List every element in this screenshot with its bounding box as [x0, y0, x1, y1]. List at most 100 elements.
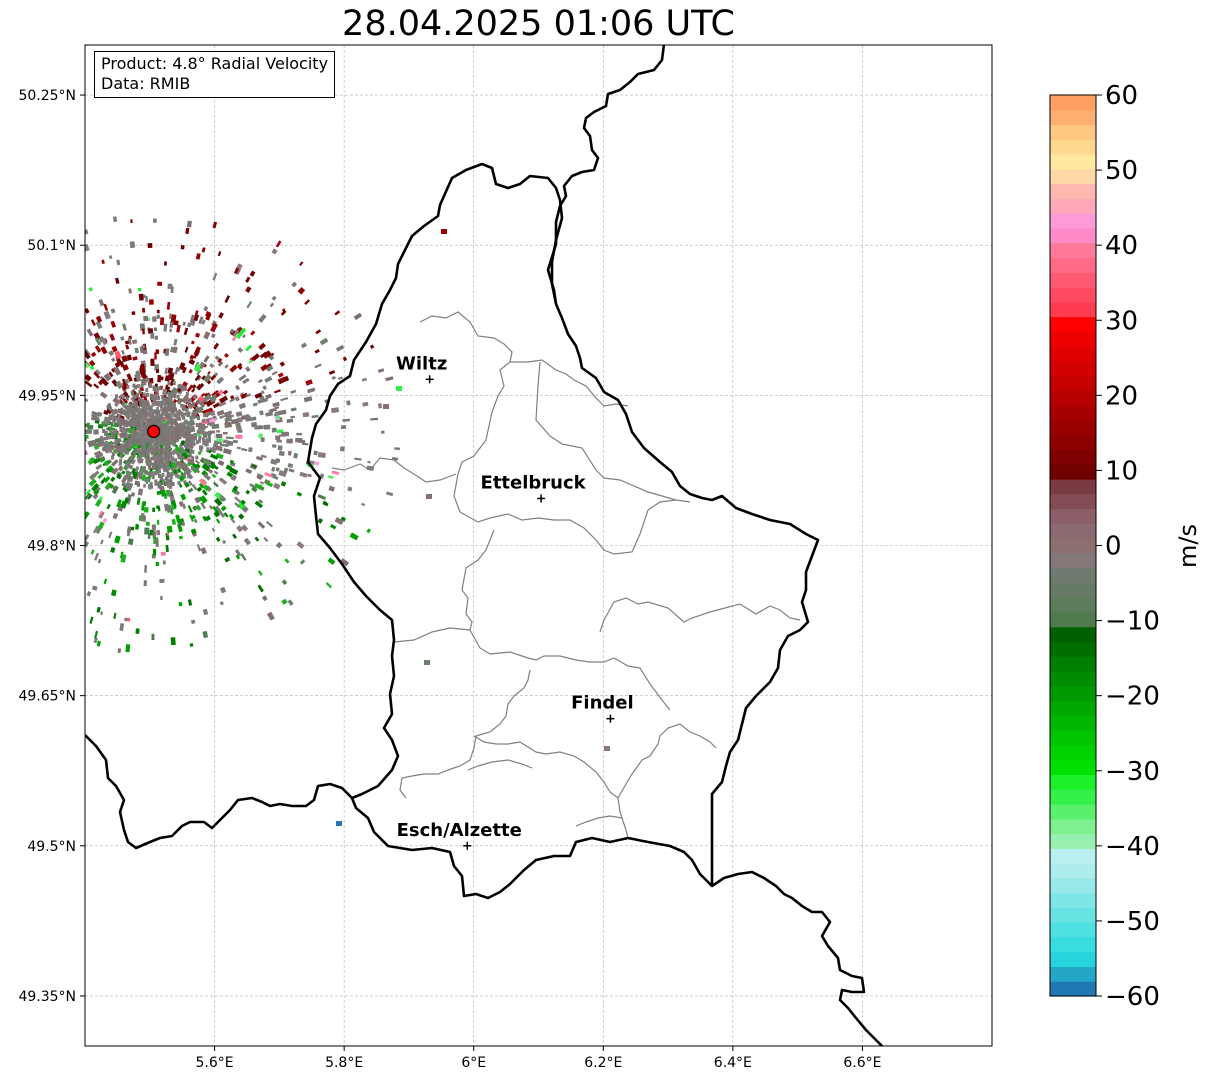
echo-pixel: [267, 611, 275, 621]
echo-pixel: [190, 514, 196, 520]
echo-pixel: [156, 419, 159, 424]
echo-pixel: [136, 384, 140, 389]
echo-pixel: [171, 518, 177, 526]
echo-pixel: [64, 426, 71, 431]
echo-pixel: [168, 437, 172, 442]
echo-pixel: [210, 410, 216, 417]
echo-pixel: [130, 403, 133, 408]
echo-pixel: [18, 463, 26, 468]
echo-pixel: [234, 396, 240, 402]
echo-pixel: [331, 375, 336, 380]
echo-pixel: [225, 436, 234, 440]
echo-pixel: [163, 503, 170, 512]
echo-pixel: [85, 374, 92, 382]
echo-pixel: [236, 364, 243, 370]
echo-pixel: [91, 585, 98, 591]
echo-pixel: [230, 476, 235, 481]
echo-pixel: [47, 561, 55, 569]
echo-pixel: [236, 446, 241, 450]
echo-pixel: [155, 349, 160, 354]
echo-pixel: [103, 578, 108, 585]
echo-pixel: [137, 488, 144, 496]
echo-pixel: [211, 527, 216, 532]
echo-pixel: [217, 389, 224, 396]
echo-pixel: [191, 401, 195, 406]
colorbar-cell: [1050, 715, 1096, 731]
echo-pixel: [193, 518, 198, 524]
echo-pixel: [184, 346, 189, 353]
echo-pixel: [95, 315, 103, 323]
echo-pixel: [303, 396, 313, 403]
echo-pixel: [142, 392, 146, 397]
echo-pixel: [155, 538, 159, 547]
echo-pixel: [280, 481, 287, 487]
echo-pixel: [2, 364, 10, 370]
echo-pixel: [194, 346, 201, 355]
echo-pixel: [200, 547, 207, 555]
echo-pixel: [46, 466, 50, 469]
colorbar-tick-label: −10: [1105, 607, 1160, 637]
echo-pixel: [127, 538, 134, 546]
echo-pixel: [240, 499, 245, 504]
echo-pixel: [275, 435, 281, 441]
echo-pixel: [108, 415, 112, 420]
colorbar-unit-label: m/s: [1174, 524, 1202, 568]
echo-pixel: [169, 491, 174, 497]
colorbar-tick-label: −30: [1105, 757, 1160, 787]
echo-pixel: [229, 459, 235, 464]
city-label: Ettelbruck: [481, 472, 587, 493]
echo-pixel: [246, 301, 253, 309]
echo-pixel: [52, 449, 59, 453]
echo-pixel: [222, 432, 228, 435]
echo-pixel: [327, 475, 334, 479]
echo-pixel: [159, 476, 163, 481]
echo-pixel: [148, 485, 152, 490]
echo-pixel: [94, 345, 102, 353]
echo-pixel: [34, 408, 42, 412]
echo-pixel: [90, 319, 96, 327]
echo-pixel: [58, 468, 64, 473]
echo-pixel: [112, 435, 115, 439]
echo-pixel: [182, 415, 186, 420]
echo-pixel: [441, 229, 447, 234]
echo-pixel: [207, 432, 211, 437]
echo-pixel: [144, 416, 148, 421]
echo-pixel: [102, 517, 108, 523]
echo-pixel: [31, 477, 39, 484]
echo-pixel: [259, 410, 264, 416]
echo-pixel: [271, 248, 278, 255]
echo-pixel: [184, 482, 190, 488]
echo-pixel: [94, 337, 102, 346]
echo-pixel: [121, 481, 127, 487]
echo-pixel: [74, 476, 83, 484]
echo-pixel: [150, 409, 154, 414]
echo-pixel: [178, 362, 186, 371]
echo-pixel: [180, 447, 184, 452]
echo-pixel: [169, 475, 173, 480]
echo-pixel: [205, 413, 209, 418]
echo-pixel: [180, 440, 185, 446]
echo-pixel: [179, 453, 183, 458]
echo-pixel: [22, 437, 27, 439]
echo-pixel: [73, 344, 79, 350]
echo-pixel: [154, 364, 159, 371]
echo-pixel: [141, 452, 145, 457]
echo-pixel: [88, 286, 94, 292]
echo-pixel: [250, 330, 256, 336]
echo-pixel: [75, 433, 81, 437]
echo-pixel: [201, 392, 206, 397]
echo-pixel: [340, 558, 350, 567]
echo-pixel: [19, 439, 25, 444]
echo-pixel: [139, 453, 143, 458]
echo-pixel: [42, 411, 46, 414]
echo-pixel: [175, 514, 181, 523]
echo-pixel: [224, 353, 229, 358]
echo-pixel: [215, 433, 223, 439]
echo-pixel: [0, 476, 4, 482]
echo-pixel: [59, 495, 67, 503]
echo-pixel: [216, 437, 224, 443]
colorbar-cell: [1050, 626, 1096, 643]
echo-pixel: [107, 464, 112, 469]
echo-pixel: [116, 439, 120, 444]
echo-pixel: [132, 423, 135, 428]
